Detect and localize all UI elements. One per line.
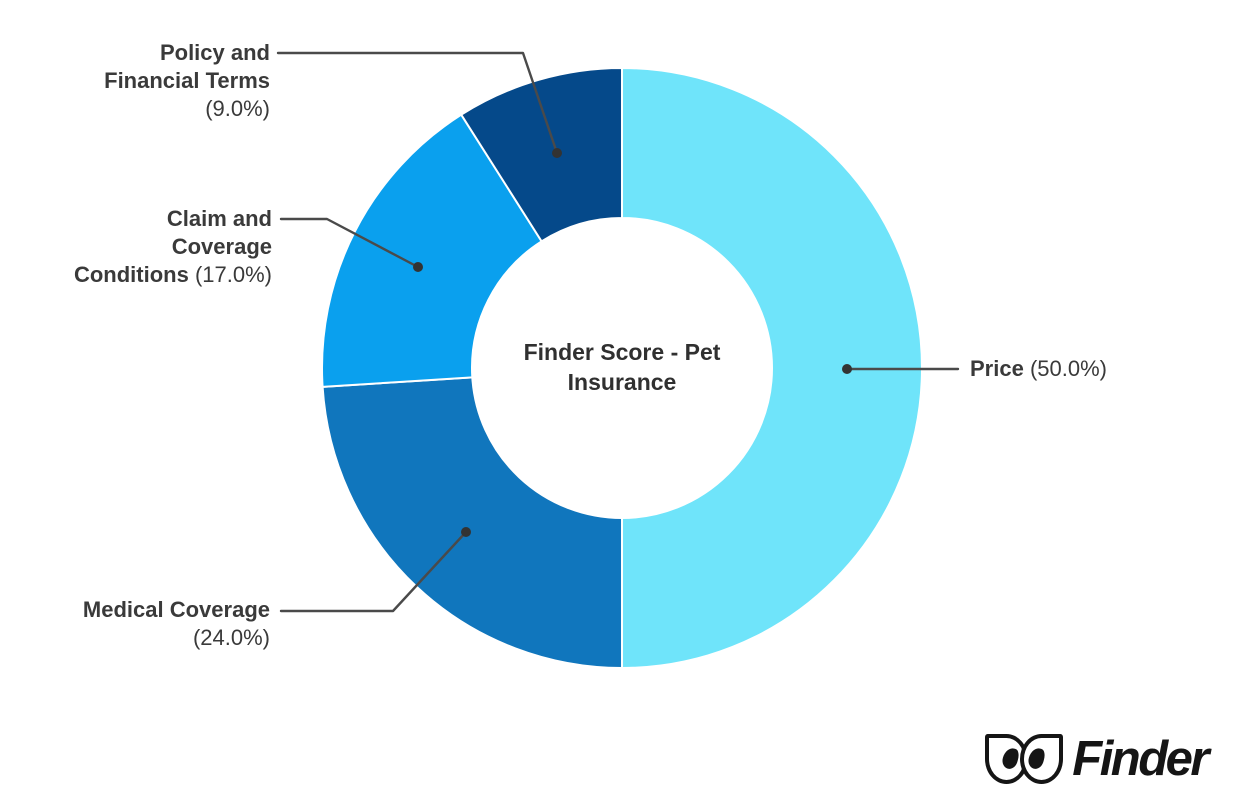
finder-left-pupil-icon xyxy=(1000,746,1021,771)
chart-center-title: Finder Score - Pet Insurance xyxy=(523,339,721,395)
leader-line-medical-coverage xyxy=(279,530,468,613)
leader-line-policy-and-financial-terms xyxy=(276,51,559,155)
donut-segment-claim-and-coverage-conditions[interactable] xyxy=(321,113,543,388)
donut-segment-medical-coverage[interactable] xyxy=(321,376,623,669)
leader-line-claim-and-coverage-conditions xyxy=(279,217,420,269)
callout-label-policy-and-financial-terms: Policy and Financial Terms (9.0%) xyxy=(104,40,270,121)
leader-dot-medical-coverage xyxy=(461,527,471,537)
callout-label-price: Price (50.0%) xyxy=(970,356,1107,381)
finder-logo: Finder xyxy=(985,732,1209,786)
callout-label-medical-coverage: Medical Coverage (24.0%) xyxy=(82,597,270,650)
leader-dot-claim-and-coverage-conditions xyxy=(413,262,423,272)
finder-eyes-icon xyxy=(985,733,1064,785)
finder-logo-text: Finder xyxy=(1072,732,1209,786)
donut-segment-policy-and-financial-terms[interactable] xyxy=(460,67,623,243)
finder-right-pupil-icon xyxy=(1026,746,1047,771)
donut-segment-price[interactable] xyxy=(621,67,923,669)
callout-label-claim-and-coverage-conditions: Claim and Coverage Conditions (17.0%) xyxy=(73,206,272,287)
donut-slices xyxy=(321,67,923,669)
leader-lines xyxy=(276,51,960,613)
leader-dot-policy-and-financial-terms xyxy=(552,148,562,158)
leader-dot-price xyxy=(842,364,852,374)
finder-right-eye-icon xyxy=(1020,734,1064,784)
